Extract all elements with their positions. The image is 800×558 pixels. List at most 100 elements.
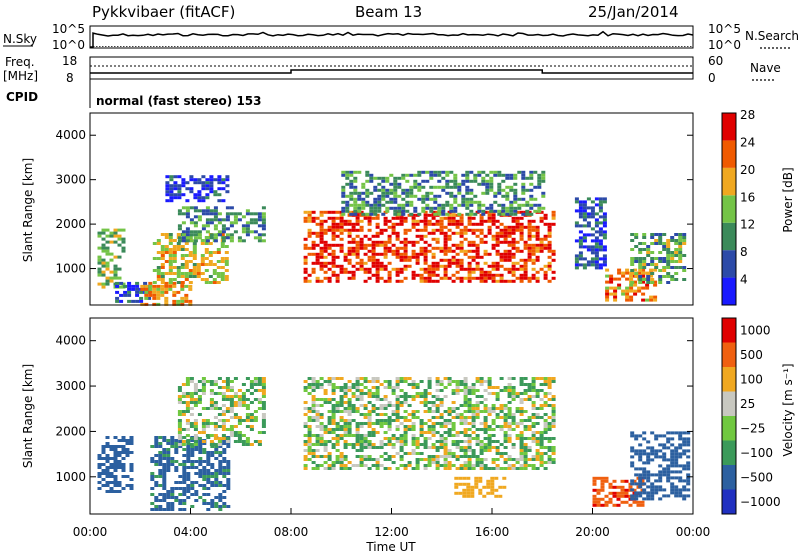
scatter-cell [503, 467, 508, 470]
scatter-cell [658, 251, 663, 254]
scatter-cell [371, 431, 376, 434]
scatter-cell [307, 213, 312, 217]
scatter-cell [531, 407, 536, 410]
freq-label-2: [MHz] [3, 69, 38, 83]
scatter-cell [467, 398, 472, 401]
scatter-cell [205, 407, 210, 410]
scatter-cell [612, 479, 617, 483]
scatter-cell [315, 276, 320, 280]
scatter-cell [666, 281, 671, 284]
scatter-cell [590, 245, 595, 249]
scatter-cell [531, 258, 536, 262]
scatter-cell [646, 278, 651, 281]
scatter-cell [487, 231, 492, 235]
scatter-cell [469, 200, 474, 204]
scatter-cell [479, 467, 484, 470]
scatter-cell [193, 425, 198, 428]
scatter-cell [347, 276, 352, 280]
scatter-cell [467, 437, 472, 440]
scatter-cell [375, 464, 380, 467]
scatter-cell [327, 398, 332, 401]
scatter-cell [686, 473, 691, 477]
scatter-cell [431, 401, 436, 404]
scatter-cell [192, 275, 197, 278]
scatter-cell [674, 491, 679, 495]
scatter-cell [319, 377, 324, 380]
scatter-cell [513, 206, 518, 210]
scatter-cell [463, 428, 468, 431]
scatter-cell [521, 170, 526, 174]
scatter-cell [351, 264, 356, 268]
scatter-cell [188, 251, 193, 254]
scatter-cell [423, 431, 428, 434]
scatter-cell [177, 389, 182, 392]
scatter-cell [371, 252, 376, 256]
scatter-cell [97, 463, 102, 466]
scatter-cell [650, 251, 655, 254]
scatter-cell [201, 407, 206, 410]
scatter-cell [367, 258, 372, 262]
scatter-cell [391, 455, 396, 458]
scatter-cell [658, 443, 663, 447]
scatter-cell [156, 296, 161, 300]
scatter-cell [443, 237, 448, 241]
scatter-cell [184, 296, 189, 300]
scatter-cell [105, 249, 110, 253]
scatter-cell [185, 233, 190, 237]
scatter-cell [441, 176, 446, 180]
scatter-cell [331, 398, 336, 401]
scatter-cell [411, 383, 416, 386]
scatter-cell [503, 225, 508, 229]
scatter-cell [586, 221, 591, 225]
scatter-cell [189, 422, 194, 425]
scatter-cell [224, 269, 229, 272]
scatter-cell [222, 439, 227, 442]
scatter-cell [445, 200, 450, 204]
scatter-cell [642, 248, 647, 251]
scatter-cell [467, 273, 472, 277]
scatter-cell [399, 443, 404, 446]
scatter-cell [439, 425, 444, 428]
scatter-cell [363, 443, 368, 446]
scatter-cell [359, 210, 364, 214]
scatter-cell [135, 281, 140, 285]
scatter-cell [365, 191, 370, 195]
scatter-cell [411, 252, 416, 256]
scatter-cell [421, 197, 426, 201]
scatter-cell [229, 434, 234, 437]
scatter-cell [113, 234, 118, 238]
scatter-cell [662, 455, 667, 459]
scatter-cell [515, 410, 520, 413]
scatter-cell [169, 199, 174, 203]
scatter-cell [197, 196, 202, 200]
scatter-cell [181, 230, 186, 234]
scatter-cell [189, 398, 194, 401]
scatter-cell [150, 472, 155, 475]
scatter-cell [180, 299, 185, 303]
scatter-cell [487, 440, 492, 443]
scatter-cell [609, 274, 614, 278]
freq-trace [90, 69, 693, 74]
scatter-cell [427, 270, 432, 274]
scatter-cell [455, 443, 460, 446]
scatter-cell [210, 475, 215, 478]
scatter-cell [533, 209, 538, 213]
scatter-cell [233, 230, 238, 234]
scatter-cell [419, 395, 424, 398]
scatter-cell [209, 233, 214, 237]
scatter-cell [629, 283, 634, 287]
scatter-cell [609, 286, 614, 290]
scatter-cell [375, 461, 380, 464]
date-title: 25/Jan/2014 [588, 3, 679, 21]
scatter-cell [359, 225, 364, 229]
scatter-cell [345, 182, 350, 186]
scatter-cell [391, 252, 396, 256]
scatter-cell [307, 216, 312, 220]
scatter-cell [602, 200, 607, 204]
scatter-cell [105, 490, 110, 493]
scatter-cell [431, 395, 436, 398]
scatter-cell [403, 416, 408, 419]
scatter-cell [491, 273, 496, 277]
scatter-cell [630, 479, 635, 483]
scatter-cell [315, 410, 320, 413]
